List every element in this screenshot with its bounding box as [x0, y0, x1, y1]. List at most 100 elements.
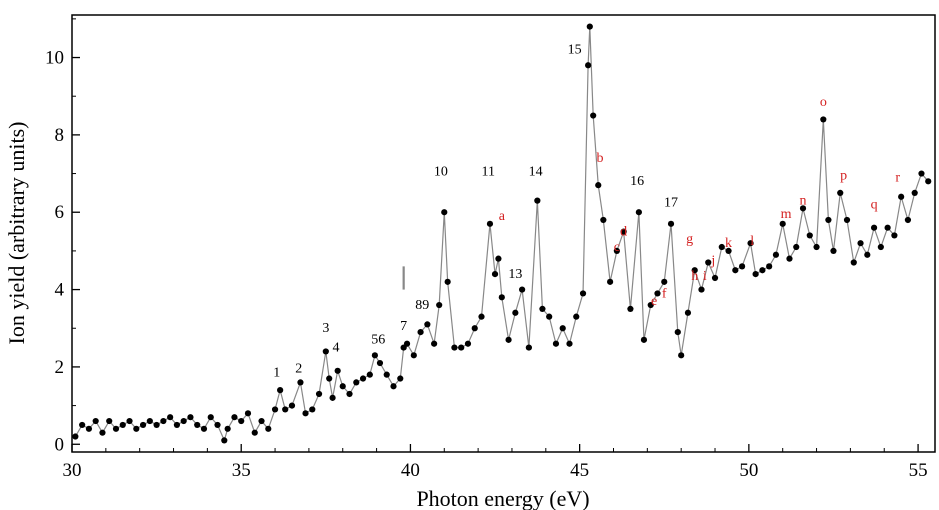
peak-label-number: 17	[664, 195, 678, 210]
data-point	[505, 336, 512, 343]
series-line	[74, 26, 929, 443]
data-point	[99, 429, 106, 436]
data-point	[297, 379, 304, 386]
data-point	[309, 406, 316, 413]
data-point	[441, 209, 448, 216]
peak-label-letter: i	[703, 269, 707, 284]
x-tick-label: 50	[739, 460, 758, 481]
data-point	[799, 205, 807, 212]
peak-label-letter: l	[750, 234, 754, 249]
peak-label-number: 14	[529, 164, 543, 179]
data-point	[315, 390, 323, 398]
y-axis: 0 2 4 6 8 10	[45, 18, 80, 455]
data-point	[464, 340, 472, 347]
data-point	[891, 232, 898, 239]
data-point	[539, 305, 546, 313]
data-point	[231, 414, 238, 421]
data-point	[160, 417, 167, 425]
data-point	[403, 340, 411, 347]
data-point	[173, 421, 181, 429]
data-point	[322, 348, 329, 355]
plot-frame	[71, 14, 936, 453]
data-point	[397, 375, 404, 382]
data-point	[383, 371, 390, 378]
peak-label-letter: q	[871, 197, 878, 212]
data-point	[635, 209, 642, 216]
data-point	[271, 406, 279, 413]
data-point	[288, 402, 296, 409]
data-point	[747, 240, 754, 247]
data-point	[607, 278, 614, 285]
data-point	[194, 421, 201, 429]
data-point	[911, 189, 918, 196]
peak-label-number: 56	[371, 333, 385, 348]
data-point	[766, 263, 773, 270]
data-point	[786, 255, 793, 262]
data-point	[813, 243, 820, 251]
data-point	[112, 425, 120, 432]
data-point	[495, 255, 502, 262]
data-point	[498, 294, 505, 301]
peak-label-number: 89	[415, 298, 429, 313]
data-point	[486, 220, 494, 227]
peak-label-number: 4	[332, 340, 339, 355]
data-point	[376, 359, 384, 367]
data-point	[491, 271, 499, 278]
data-point	[390, 383, 397, 390]
y-axis-title: Ion yield (arbitrary units)	[4, 122, 29, 345]
y-tick-label: 0	[55, 434, 65, 455]
data-point	[251, 429, 258, 436]
data-point	[691, 267, 698, 274]
data-point	[277, 387, 284, 394]
data-point	[410, 352, 417, 359]
data-point	[282, 406, 289, 413]
data-point	[534, 197, 541, 204]
peak-label-letter: a	[499, 209, 506, 224]
data-point	[925, 178, 932, 185]
data-point	[359, 375, 367, 382]
data-point	[586, 23, 593, 30]
y-tick-label: 2	[55, 357, 65, 378]
data-point	[738, 263, 746, 270]
data-point	[825, 216, 832, 224]
peak-label-letter: c	[614, 240, 620, 255]
data-point	[864, 251, 871, 258]
peak-label-number: 13	[508, 267, 522, 282]
peak-label-number: 2	[295, 362, 302, 377]
data-point	[326, 375, 333, 382]
data-point	[139, 421, 147, 429]
data-point	[119, 421, 126, 429]
data-point	[640, 336, 648, 343]
data-point	[559, 325, 566, 332]
y-tick-label: 10	[45, 48, 64, 69]
data-point	[265, 425, 272, 432]
peak-label-letter: h	[691, 269, 698, 284]
data-point	[667, 220, 675, 227]
data-point	[224, 425, 231, 432]
data-point	[884, 224, 891, 231]
data-point	[850, 259, 857, 266]
x-tick-label: 35	[232, 460, 251, 481]
peak-label-number: 1	[273, 366, 280, 381]
data-point	[579, 290, 587, 297]
data-point	[711, 274, 719, 282]
data-point	[366, 371, 373, 378]
peak-label-letter: g	[686, 232, 693, 247]
data-point	[830, 247, 837, 255]
data-point	[837, 189, 844, 196]
data-point	[187, 414, 194, 421]
peak-label-letter: n	[800, 193, 807, 208]
data-point	[451, 344, 458, 351]
peak-label-letter: e	[651, 294, 657, 309]
data-layer	[72, 23, 932, 444]
data-point	[133, 425, 140, 432]
data-point	[334, 367, 341, 374]
data-point	[512, 309, 519, 316]
data-point	[424, 321, 431, 328]
data-point	[613, 247, 620, 255]
peak-label-letter: m	[781, 207, 792, 222]
data-point	[302, 410, 309, 417]
data-point	[718, 243, 725, 251]
data-point	[546, 313, 553, 320]
data-point	[779, 220, 786, 227]
